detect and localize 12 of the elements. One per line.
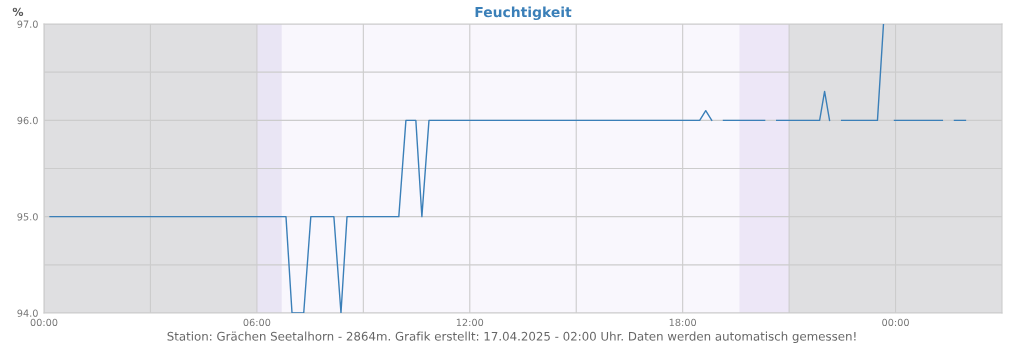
y-tick-label: 96.0 xyxy=(17,116,38,125)
x-tick-label: 00:00 xyxy=(882,318,909,327)
x-tick-label: 00:00 xyxy=(30,318,58,327)
x-tick-label: 18:00 xyxy=(669,318,697,327)
text: Station: Grächen Seetalhorn - 2864m. Grafik erstellt: 17.04.2025 - 02:00 Uhr. Daten werden automatisch gemessen! xyxy=(167,331,856,343)
x-tick-label: 12:00 xyxy=(456,318,484,327)
y-tick-label: 94.0 xyxy=(17,309,38,317)
x-tick-label: 06:00 xyxy=(243,318,271,327)
y-axis-title: % xyxy=(12,7,24,17)
y-tick-label: 95.0 xyxy=(17,213,38,221)
chart-title: Feuchtigkeit xyxy=(475,6,572,21)
y-tick-label: 97.0 xyxy=(17,20,38,28)
